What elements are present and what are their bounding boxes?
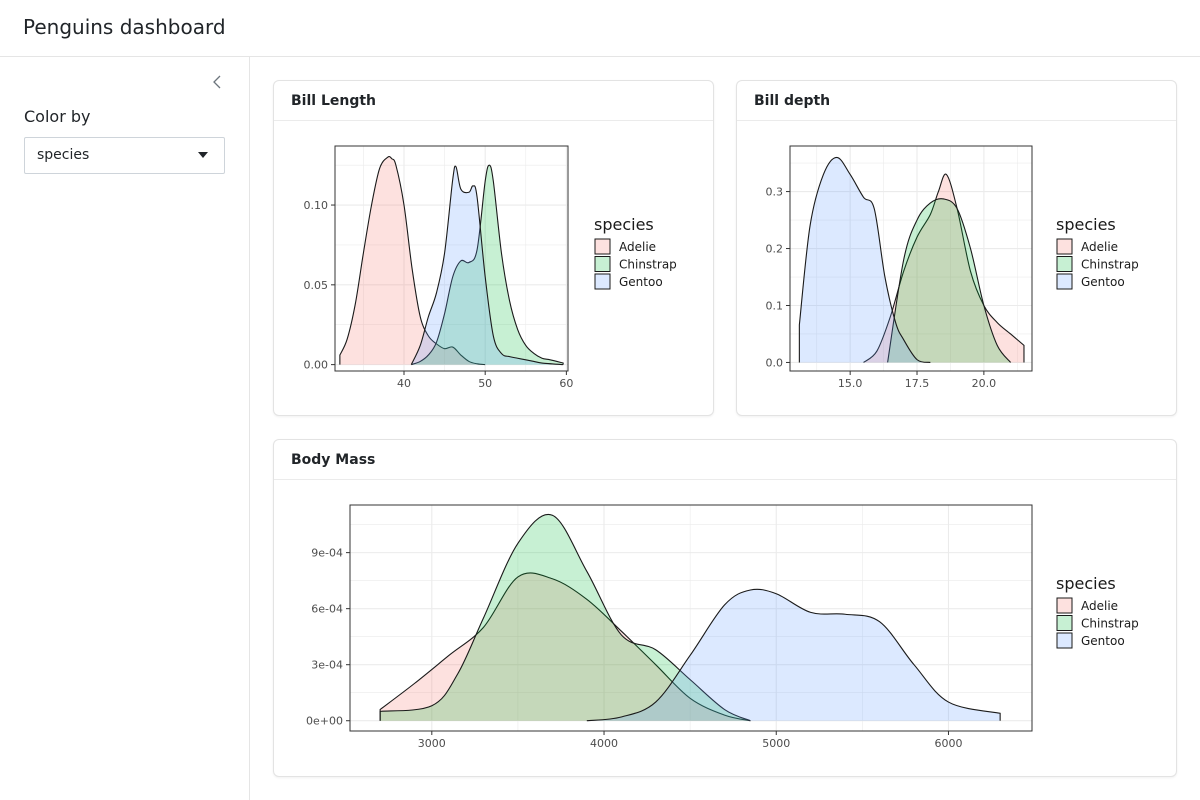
card-header: Body Mass xyxy=(274,440,1176,480)
plot-panel-border xyxy=(349,504,1033,732)
sidebar: Color by species xyxy=(0,57,250,800)
legend-title: species xyxy=(1056,215,1116,234)
legend-key-adelie xyxy=(1056,238,1073,255)
legend-label-chinstrap: Chinstrap xyxy=(619,258,677,272)
card-header: Bill Length xyxy=(274,81,713,121)
x-tick-label: 5000 xyxy=(762,737,790,750)
legend-label-adelie: Adelie xyxy=(1081,599,1118,613)
legend-key-gentoo xyxy=(1056,273,1073,290)
color-by-select[interactable]: species xyxy=(24,137,225,174)
y-tick-label: 0.0 xyxy=(766,356,784,369)
density-fill-gentoo xyxy=(799,157,931,363)
legend-label-adelie: Adelie xyxy=(619,240,656,254)
color-by-select-value: species xyxy=(37,147,90,163)
density-line-gentoo xyxy=(410,165,564,366)
body-mass-card: Body Mass 3000 4000 5000 6000 0e+00 3e-04 6e-0… xyxy=(273,439,1177,777)
color-by-label: Color by xyxy=(24,107,91,126)
legend-key-adelie xyxy=(1056,597,1073,614)
legend-label-gentoo: Gentoo xyxy=(1081,275,1125,289)
y-tick-label: 0.1 xyxy=(766,299,784,312)
caret-down-icon xyxy=(198,152,208,158)
bill-depth-density-chart: 15.0 17.5 20.0 0.0 0.1 0.2 0.3 species Adelie Chi… xyxy=(766,145,1139,390)
plot-panel-border xyxy=(334,145,569,372)
card-header: Bill depth xyxy=(737,81,1176,121)
legend: species Adelie Chinstrap Gentoo xyxy=(594,215,677,290)
legend-title: species xyxy=(594,215,654,234)
y-tick-label: 0.3 xyxy=(766,186,784,199)
y-tick-label: 0.05 xyxy=(304,279,329,292)
x-tick-label: 15.0 xyxy=(838,377,863,390)
density-line-adelie xyxy=(379,572,751,722)
plot-panel xyxy=(350,505,1032,731)
y-tick-label: 0.2 xyxy=(766,243,784,256)
legend-label-gentoo: Gentoo xyxy=(1081,634,1125,648)
plot-panel-border xyxy=(789,145,1033,372)
y-tick-label: 0e+00 xyxy=(306,715,343,728)
y-tick-label: 0.00 xyxy=(304,359,329,372)
legend-key-gentoo xyxy=(1056,632,1073,649)
density-fill-gentoo xyxy=(586,589,1001,721)
density-line-adelie xyxy=(339,156,486,366)
density-line-gentoo xyxy=(798,156,931,364)
legend-label-gentoo: Gentoo xyxy=(619,275,663,289)
density-fill-chinstrap xyxy=(411,165,564,365)
body-mass-density-chart: 3000 4000 5000 6000 0e+00 3e-04 6e-04 9e-04 spec… xyxy=(306,504,1139,750)
legend-title: species xyxy=(1056,574,1116,593)
card-title: Bill depth xyxy=(754,93,831,109)
legend-label-adelie: Adelie xyxy=(1081,240,1118,254)
x-tick-label: 60 xyxy=(559,377,573,390)
app-title: Penguins dashboard xyxy=(23,15,226,39)
density-line-chinstrap xyxy=(379,513,751,722)
density-fill-chinstrap xyxy=(887,198,1011,363)
bill-depth-card: Bill depth 15.0 17.5 20.0 0.0 0.1 0.2 0.3 speci… xyxy=(736,80,1177,416)
y-tick-label: 3e-04 xyxy=(311,659,343,672)
legend-label-chinstrap: Chinstrap xyxy=(1081,617,1139,631)
legend-key-chinstrap xyxy=(594,256,611,272)
gridlines xyxy=(790,146,1032,371)
density-line-chinstrap xyxy=(887,198,1012,363)
legend-key-chinstrap xyxy=(1056,256,1073,272)
density-line-gentoo xyxy=(586,588,1001,722)
x-tick-label: 6000 xyxy=(934,737,962,750)
bill-length-density-chart: 40 50 60 0.00 0.05 0.10 species Adelie Chinstrap… xyxy=(304,145,677,390)
x-tick-label: 4000 xyxy=(590,737,618,750)
plot-panel xyxy=(790,146,1032,371)
legend-key-chinstrap xyxy=(1056,615,1073,631)
top-navbar: Penguins dashboard xyxy=(0,0,1200,57)
bill-length-card: Bill Length 40 50 60 0.00 0.05 0.10 species Ade… xyxy=(273,80,714,416)
legend: species Adelie Chinstrap Gentoo xyxy=(1056,215,1139,290)
density-fill-adelie xyxy=(380,572,751,721)
density-line-chinstrap xyxy=(411,164,564,366)
x-tick-label: 3000 xyxy=(418,737,446,750)
legend-key-adelie xyxy=(594,238,611,255)
y-tick-label: 0.10 xyxy=(304,199,329,212)
y-tick-label: 6e-04 xyxy=(311,603,343,616)
y-tick-label: 9e-04 xyxy=(311,547,343,560)
legend: species Adelie Chinstrap Gentoo xyxy=(1056,574,1139,649)
legend-key-gentoo xyxy=(594,273,611,290)
plot-panel xyxy=(335,146,568,371)
density-areas xyxy=(339,156,564,366)
axes: 3000 4000 5000 6000 0e+00 3e-04 6e-04 9e-04 xyxy=(306,547,962,750)
sidebar-collapse-button[interactable] xyxy=(206,71,230,93)
x-tick-label: 17.5 xyxy=(905,377,930,390)
density-fill-adelie xyxy=(339,156,486,365)
axes: 40 50 60 0.00 0.05 0.10 xyxy=(304,199,574,390)
legend-label-chinstrap: Chinstrap xyxy=(1081,258,1139,272)
gridlines xyxy=(350,505,1032,731)
card-title: Bill Length xyxy=(291,93,377,109)
x-tick-label: 50 xyxy=(478,377,492,390)
density-fill-chinstrap xyxy=(380,514,751,721)
chevron-left-icon xyxy=(213,75,221,89)
x-tick-label: 20.0 xyxy=(972,377,997,390)
density-fill-adelie xyxy=(863,174,1024,363)
density-areas xyxy=(379,513,1001,722)
density-line-adelie xyxy=(863,173,1025,363)
card-title: Body Mass xyxy=(291,452,376,468)
x-tick-label: 40 xyxy=(397,377,411,390)
axes: 15.0 17.5 20.0 0.0 0.1 0.2 0.3 xyxy=(766,186,997,390)
density-areas xyxy=(798,156,1025,364)
